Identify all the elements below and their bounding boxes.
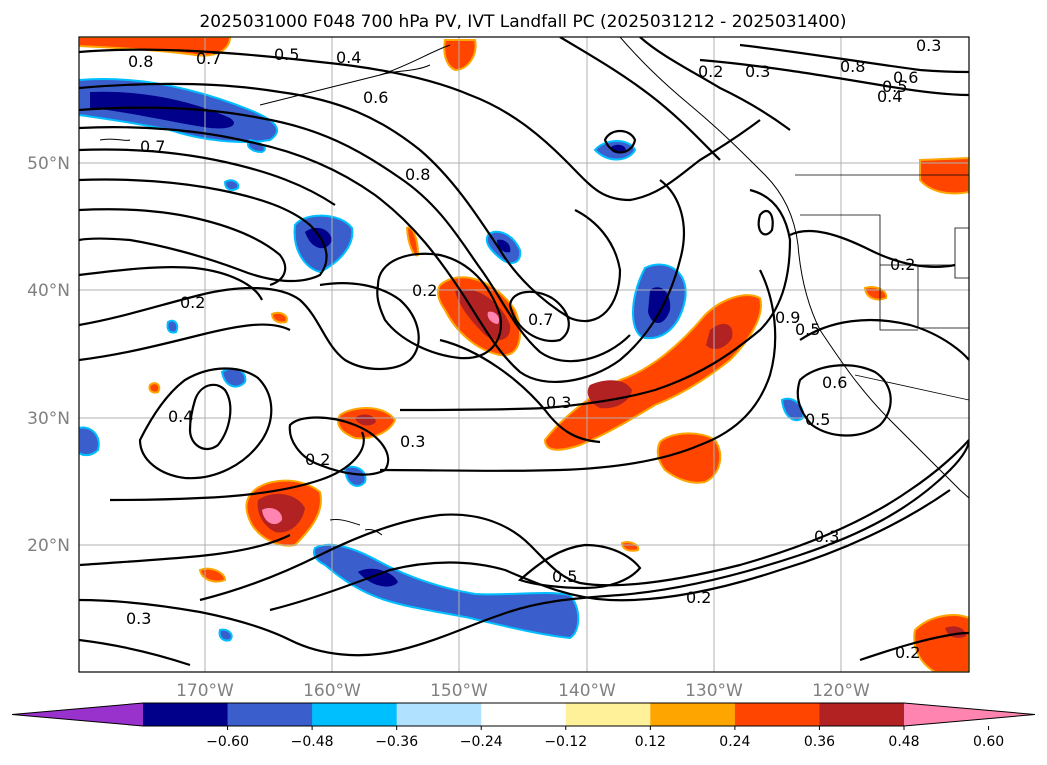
colorbar-extend-high — [904, 703, 1035, 726]
svg-text:0.8: 0.8 — [840, 57, 865, 76]
lon-label-160w: 160°W — [303, 681, 361, 701]
svg-text:0.6: 0.6 — [893, 68, 918, 87]
svg-text:0.2: 0.2 — [180, 293, 205, 312]
svg-text:0.8: 0.8 — [128, 52, 153, 71]
colorbar-segment — [396, 703, 482, 726]
colorbar-tick-label: 0.36 — [804, 734, 835, 750]
svg-text:0.4: 0.4 — [877, 87, 902, 106]
lat-label-50n: 50°N — [27, 154, 70, 174]
svg-text:0.7: 0.7 — [196, 49, 221, 68]
svg-text:0.5: 0.5 — [274, 45, 299, 64]
svg-text:0.7: 0.7 — [528, 310, 553, 329]
lat-label-20n: 20°N — [27, 536, 70, 556]
figure-title: 2025031000 F048 700 hPa PV, IVT Landfall… — [199, 12, 846, 32]
svg-text:0.4: 0.4 — [168, 407, 193, 426]
colorbar-tick-label: 0.24 — [719, 734, 750, 750]
colorbar-tick-label: −0.36 — [375, 734, 418, 750]
svg-text:0.3: 0.3 — [546, 393, 571, 412]
svg-text:0.3: 0.3 — [916, 36, 941, 55]
svg-text:0.3: 0.3 — [126, 609, 151, 628]
lat-label-30n: 30°N — [27, 409, 70, 429]
lon-label-170w: 170°W — [176, 681, 234, 701]
svg-text:0.5: 0.5 — [795, 320, 820, 339]
colorbar-segment — [312, 703, 398, 726]
colorbar-tick-label: −0.60 — [206, 734, 249, 750]
colorbar-extend-low — [12, 703, 143, 726]
pv-contours — [79, 37, 969, 667]
svg-text:0.2: 0.2 — [305, 450, 330, 469]
colorbar: −0.60 −0.48 −0.36 −0.24 −0.12 0.12 0.24 0.36 0.4… — [11, 702, 1036, 750]
latitude-labels: 50°N 40°N 30°N 20°N — [27, 154, 70, 556]
coastlines — [99, 37, 969, 536]
longitude-labels: 170°W 160°W 150°W 140°W 130°W 120°W — [176, 681, 870, 701]
red-anomaly-tongue — [543, 294, 762, 451]
colorbar-tick-label: 0.48 — [888, 734, 919, 750]
shaded-anomalies — [79, 37, 969, 672]
colorbar-tick-label: 0.60 — [973, 734, 1004, 750]
colorbar-tick-label: −0.24 — [460, 734, 503, 750]
svg-text:0.6: 0.6 — [363, 88, 388, 107]
svg-text:0.2: 0.2 — [895, 643, 920, 662]
svg-text:0.3: 0.3 — [400, 432, 425, 451]
lon-label-130w: 130°W — [685, 681, 743, 701]
colorbar-segment — [650, 703, 736, 726]
svg-text:0.5: 0.5 — [882, 77, 907, 96]
svg-text:0.6: 0.6 — [822, 373, 847, 392]
svg-text:0.8: 0.8 — [405, 165, 430, 184]
svg-text:0.3: 0.3 — [814, 527, 839, 546]
colorbar-segment — [819, 703, 905, 726]
colorbar-segment — [227, 703, 313, 726]
svg-text:0.5: 0.5 — [552, 567, 577, 586]
svg-text:0.7: 0.7 — [140, 137, 165, 156]
colorbar-tick-label: −0.12 — [544, 734, 587, 750]
colorbar-segment — [481, 703, 567, 726]
colorbar-tick-label: −0.48 — [291, 734, 334, 750]
lon-label-120w: 120°W — [812, 681, 870, 701]
contour-labels: 0.8 0.7 0.5 0.4 0.6 0.2 0.3 0.8 0.6 0.4 … — [126, 36, 941, 662]
svg-text:0.2: 0.2 — [412, 281, 437, 300]
svg-text:0.3: 0.3 — [745, 62, 770, 81]
colorbar-segment — [734, 703, 820, 726]
lon-label-150w: 150°W — [430, 681, 488, 701]
map-panel: 0.8 0.7 0.5 0.4 0.6 0.2 0.3 0.8 0.6 0.4 … — [79, 36, 969, 672]
svg-text:0.9: 0.9 — [775, 308, 800, 327]
lon-label-140w: 140°W — [558, 681, 616, 701]
colorbar-segment — [143, 703, 229, 726]
lat-label-40n: 40°N — [27, 281, 70, 301]
colorbar-outline — [11, 702, 1036, 727]
svg-text:0.2: 0.2 — [698, 62, 723, 81]
svg-text:0.4: 0.4 — [336, 48, 361, 67]
svg-text:0.5: 0.5 — [805, 410, 830, 429]
svg-text:0.2: 0.2 — [686, 588, 711, 607]
svg-text:0.2: 0.2 — [890, 255, 915, 274]
colorbar-tick-label: 0.12 — [635, 734, 666, 750]
colorbar-segment — [565, 703, 651, 726]
map-frame — [78, 36, 970, 673]
